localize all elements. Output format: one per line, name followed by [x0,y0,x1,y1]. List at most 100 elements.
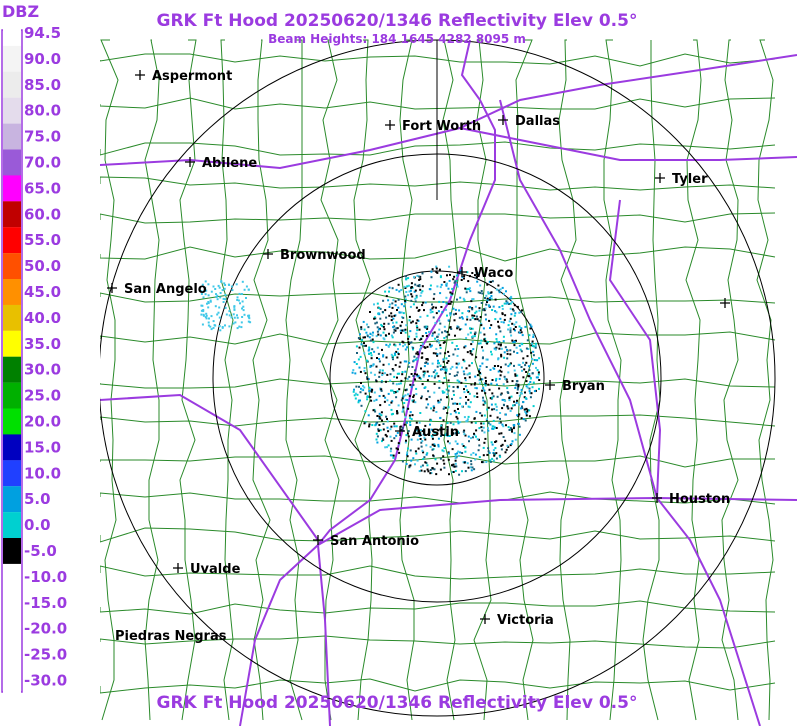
echo [386,426,389,429]
echo [448,442,451,445]
echo [430,344,433,347]
echo [511,322,514,325]
echo [482,387,485,390]
echo [403,285,406,288]
colorbar-swatch [3,408,21,435]
echo [527,365,530,368]
echo [434,337,437,340]
county-line [252,39,271,721]
echo [474,453,477,456]
echo [446,412,449,414]
city-label: Austin [412,425,459,440]
echo [214,305,217,308]
echo [442,407,445,410]
county-line [220,39,234,721]
echo [448,435,451,437]
echo [422,375,425,378]
echo [434,458,437,461]
echo [504,346,507,349]
echo [500,432,503,435]
echo [368,346,371,349]
echo [222,297,225,300]
echo [207,321,210,324]
echo [506,406,509,409]
echo [452,423,455,426]
echo [442,459,445,462]
echo [389,435,392,438]
echo [473,383,476,386]
echo [423,456,426,459]
echo [204,293,207,296]
echo [490,324,493,327]
echo [489,414,492,417]
echo [445,302,448,305]
echo [381,311,384,313]
echo [410,385,413,388]
echo [421,272,424,275]
echo [401,410,404,413]
echo [357,337,360,339]
echo [526,355,529,358]
echo [481,346,483,349]
legend-label: 5.0 [24,490,51,508]
echo [495,409,498,412]
echo [475,387,478,390]
echo [415,294,418,297]
echo [519,391,522,394]
echo [378,360,381,363]
echo [500,366,502,369]
echo [536,376,539,379]
echo [456,385,459,388]
echo [513,404,516,407]
echo [528,334,531,337]
echo [215,296,218,298]
echo [416,351,419,354]
echo [486,299,489,302]
echo [368,386,371,389]
echo [513,323,516,326]
echo [443,377,446,379]
echo [392,454,395,457]
echo [442,358,445,361]
echo [451,397,453,400]
echo [415,421,418,424]
echo [462,297,465,300]
echo [421,440,424,442]
legend-label: 75.0 [24,128,61,146]
echo [507,365,510,368]
echo [472,335,475,338]
legend-label: 65.0 [24,179,61,197]
echo [470,437,472,440]
echo [437,333,440,336]
echo [479,292,482,294]
echo [469,306,472,309]
echo [421,430,424,433]
echo [478,368,481,371]
echo [521,343,524,346]
echo [480,302,483,304]
echo [456,327,459,330]
echo [413,372,416,375]
echo [445,331,448,334]
echo [430,419,433,422]
echo [375,365,378,368]
echo [469,401,472,404]
echo [433,331,436,334]
echo [434,322,437,325]
echo [506,387,509,390]
echo [463,388,465,391]
echo [439,322,442,325]
echo [379,429,382,432]
echo [473,433,476,436]
echo [387,363,390,366]
echo [520,417,523,420]
echo [456,417,459,420]
echo [536,359,539,362]
echo [414,300,417,303]
echo [439,416,442,419]
echo [511,380,514,383]
echo [478,379,481,382]
echo [533,390,536,393]
echo [496,416,499,419]
